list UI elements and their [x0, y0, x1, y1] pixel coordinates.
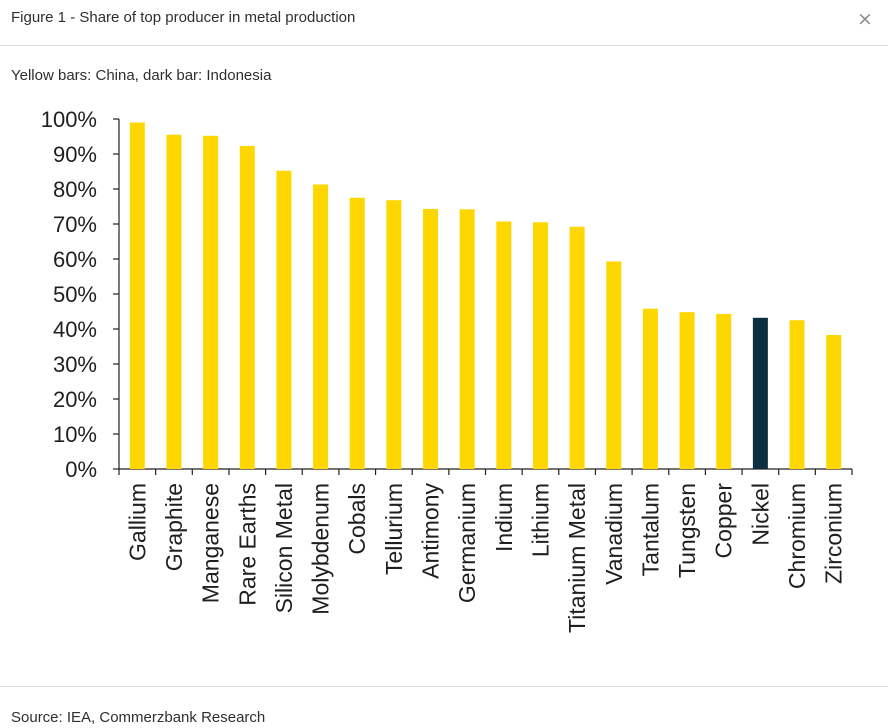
x-category-label: Gallium: [124, 483, 150, 561]
x-category-label: Indium: [491, 483, 517, 552]
bar-silicon-metal: [276, 170, 292, 470]
x-category-label: Manganese: [198, 483, 224, 603]
y-tick-label: 90%: [53, 142, 97, 167]
y-tick-label: 10%: [53, 422, 97, 447]
y-tick-label: 40%: [53, 317, 97, 342]
bar-germanium: [459, 209, 475, 470]
x-category-label: Rare Earths: [234, 483, 260, 606]
x-category-label: Tellurium: [381, 483, 407, 575]
x-category-label: Silicon Metal: [271, 483, 297, 613]
bar-rare-earths: [239, 145, 255, 469]
bar-molybdenum: [313, 184, 329, 469]
y-tick-label: 80%: [53, 177, 97, 202]
bar-chromium: [789, 320, 805, 469]
x-category-label: Copper: [711, 483, 737, 559]
figure-footer: Source: IEA, Commerzbank Research: [0, 686, 888, 728]
bar-vanadium: [606, 261, 622, 469]
bar-tantalum: [642, 308, 658, 469]
chart-subtitle: Yellow bars: China, dark bar: Indonesia: [11, 67, 272, 84]
bar-tungsten: [679, 312, 695, 469]
bar-zirconium: [826, 334, 842, 469]
y-tick-label: 50%: [53, 282, 97, 307]
bar-antimony: [423, 208, 439, 469]
y-tick-label: 60%: [53, 247, 97, 272]
bar-copper: [716, 313, 732, 469]
x-category-label: Tungsten: [674, 483, 700, 578]
bar-titanium-metal: [569, 226, 585, 469]
bar-nickel: [752, 317, 768, 469]
x-category-label: Chromium: [784, 483, 810, 589]
x-category-label: Cobals: [344, 483, 370, 555]
bar-manganese: [203, 135, 219, 470]
y-tick-label: 70%: [53, 212, 97, 237]
y-tick-label: 20%: [53, 387, 97, 412]
x-category-label: Molybdenum: [308, 483, 334, 615]
x-category-label: Tantalum: [637, 483, 663, 576]
bar-gallium: [129, 122, 145, 469]
bar-chart: 0% 10% 20% 30% 40% 50% 60% 70% 80% 90% 100% Gallium…: [41, 107, 853, 633]
x-category-label: Zirconium: [821, 483, 847, 584]
close-icon[interactable]: ×: [857, 8, 873, 30]
figure-title: Figure 1 - Share of top producer in meta…: [11, 9, 356, 26]
y-tick-label: 30%: [53, 352, 97, 377]
bar-indium: [496, 221, 512, 469]
x-category-label: Antimony: [418, 483, 444, 579]
y-tick-label: 0%: [65, 457, 97, 482]
bar-graphite: [166, 134, 182, 469]
bar-tellurium: [386, 200, 402, 469]
x-category-label: Graphite: [161, 483, 187, 571]
x-category-label: Titanium Metal: [564, 483, 590, 633]
y-tick-label: 100%: [41, 107, 97, 132]
figure-header: Figure 1 - Share of top producer in meta…: [0, 0, 888, 46]
x-category-label: Lithium: [527, 483, 553, 557]
bar-lithium: [532, 222, 548, 469]
x-category-label: Germanium: [454, 483, 480, 603]
bar-cobals: [349, 197, 365, 469]
source-note: Source: IEA, Commerzbank Research: [11, 709, 266, 726]
x-category-label: Vanadium: [601, 483, 627, 585]
x-category-label: Nickel: [747, 483, 773, 546]
